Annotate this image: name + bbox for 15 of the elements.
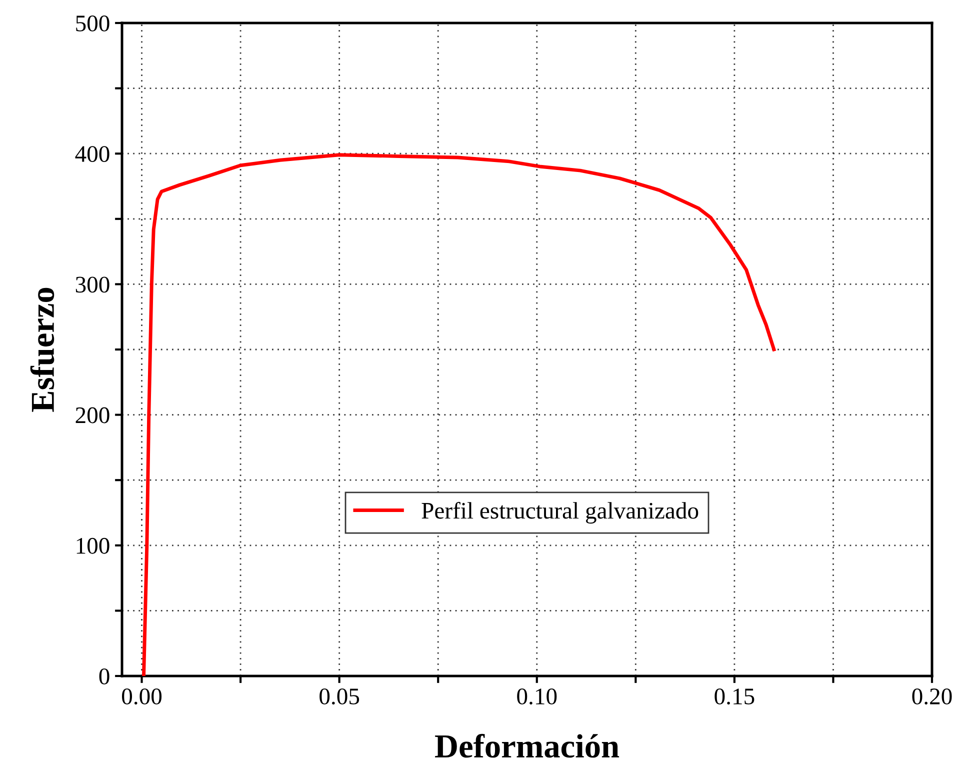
y-tick-label: 400 <box>75 146 110 162</box>
y-tick-label: 200 <box>76 407 110 424</box>
x-tick-label: 0.00 <box>122 688 162 705</box>
y-axis-title: Esfuerzo <box>30 288 54 412</box>
y-tick-label: 500 <box>76 15 110 32</box>
y-tick-label: 100 <box>76 538 110 554</box>
y-tick-label: 0 <box>99 668 110 684</box>
x-axis-title: Deformación <box>435 734 620 758</box>
x-tick-label: 0.15 <box>714 688 754 705</box>
line-series <box>142 153 776 676</box>
y-tick-label: 300 <box>76 276 110 293</box>
x-tick-label: 0.20 <box>912 688 952 705</box>
legend-label: Perfil estructural galvanizado <box>422 502 698 524</box>
x-tick-label: 0.05 <box>320 688 360 705</box>
x-tick-label: 0.10 <box>517 688 557 705</box>
